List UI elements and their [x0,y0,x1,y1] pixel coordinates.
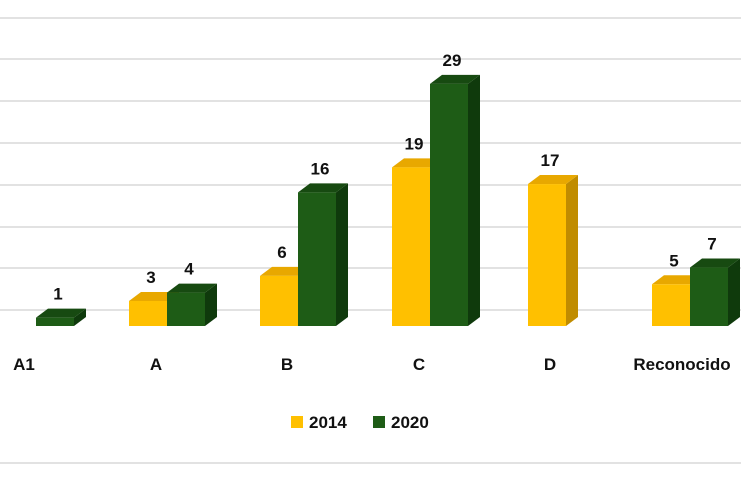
bar-top [528,175,578,185]
x-tick-label: D [544,355,556,374]
data-label: 19 [405,134,424,153]
bar [129,300,167,326]
bar-top [36,308,86,318]
bar [298,192,336,326]
bar [690,267,728,326]
x-tick-label: C [413,355,425,374]
legend-label: 2020 [391,413,429,432]
bar-top [260,266,310,276]
gridlines [0,17,741,464]
bar-top [430,74,480,84]
x-tick-label: Reconocido [633,355,730,374]
data-label: 1 [53,285,62,304]
x-tick-label: B [281,355,293,374]
bar [167,292,205,326]
bar-side [566,175,578,326]
bar-side [728,258,740,326]
legend-swatch [291,416,303,428]
legend: 2014 2020 [291,413,429,432]
bar [430,83,468,326]
data-labels: 1 3 4 6 16 19 29 17 5 7 [53,51,716,304]
bar [528,184,566,326]
bar [36,317,74,326]
bar-side [74,308,86,326]
bar-side [205,283,217,326]
legend-label: 2014 [309,413,347,432]
data-label: 6 [277,243,286,262]
data-label: 17 [541,151,560,170]
x-axis-labels: A1 A B C D Reconocido [13,355,731,374]
bar-top [167,283,217,293]
bar-side [336,183,348,326]
bar [652,284,690,326]
x-tick-label: A [150,355,162,374]
data-label: 4 [184,260,194,279]
bar-top [129,291,179,301]
bar [260,275,298,326]
data-label: 29 [443,51,462,70]
data-label: 7 [707,235,716,254]
bar-side [468,74,480,326]
bars [36,74,740,326]
legend-swatch [373,416,385,428]
data-label: 5 [669,251,678,270]
x-tick-label: A1 [13,355,35,374]
bar-top [690,258,740,268]
bar-top [652,275,702,285]
data-label: 3 [146,268,155,287]
bar-top [392,158,442,168]
bar [392,167,430,326]
data-label: 16 [311,159,330,178]
bar-top [298,183,348,193]
